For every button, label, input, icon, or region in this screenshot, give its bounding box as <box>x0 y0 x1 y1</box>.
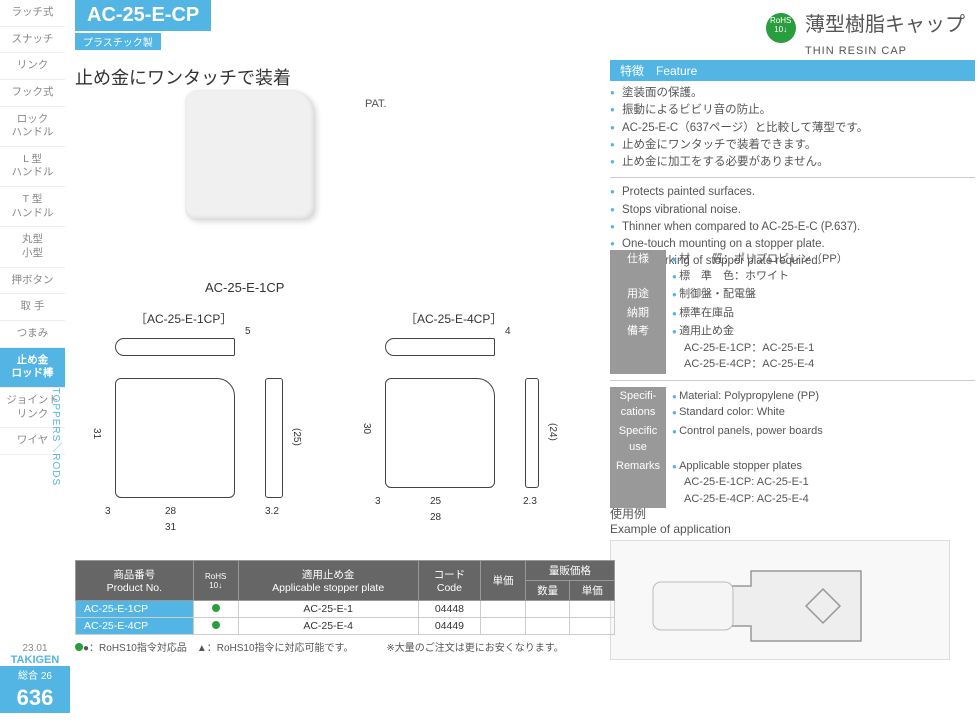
spec-row: Specifi- cationsMaterial: Polypropylene … <box>610 387 975 422</box>
cell-product-no: AC-25-E-1CP <box>76 601 194 618</box>
title-jp: 薄型樹脂キャップ <box>805 14 965 36</box>
table-row: AC-25-E-1CP AC-25-E-104448 <box>76 601 615 618</box>
spec-content: Applicable stopper platesAC-25-E-1CP: AC… <box>666 457 975 509</box>
sidebar-item[interactable]: リンク <box>0 53 65 80</box>
feature-item: Thinner when compared to AC-25-E-C (P.63… <box>610 219 975 236</box>
cell-rohs <box>193 601 238 618</box>
sidebar-item[interactable]: T 型 ハンドル <box>0 187 65 227</box>
example-label-jp: 使用例 <box>610 505 970 522</box>
sidebar: ラッチ式スナッチリンクフック式ロック ハンドルL 型 ハンドルT 型 ハンドル丸… <box>0 0 65 723</box>
example-image <box>610 540 950 660</box>
footer-category: 総合 26 <box>0 666 70 683</box>
cell-code: 04449 <box>418 618 481 635</box>
th-price: 単価 <box>481 561 526 601</box>
product-code-header: AC-25-E-CP <box>75 0 211 31</box>
drawing-2: 4 30 3 25 28 2.3 (24) <box>385 338 495 488</box>
table-note-1: ●：RoHS10指令対応品 ▲：RoHS10指令に対応可能です。 ※大量のご注文… <box>75 639 615 654</box>
cell-rohs <box>193 618 238 635</box>
th-rohs: RoHS 10↓ <box>193 561 238 601</box>
sidebar-item[interactable]: フック式 <box>0 80 65 107</box>
feature-item: 止め金に加工をする必要がありません。 <box>610 154 975 171</box>
drawings-section: ［AC-25-E-1CP］ ［AC-25-E-4CP］ 5 31 3 28 31… <box>75 310 595 550</box>
spec-content: 材 質：ポリプロピレン（PP）標 準 色：ホワイト <box>666 250 975 285</box>
drawing-label-1: ［AC-25-E-1CP］ <box>135 310 232 327</box>
cell-product-no: AC-25-E-4CP <box>76 618 194 635</box>
material-label: プラスチック製 <box>75 33 161 50</box>
table-row: AC-25-E-4CP AC-25-E-404449 <box>76 618 615 635</box>
spec-content: 制御盤・配電盤 <box>666 285 975 304</box>
example-section: 使用例 Example of application <box>610 505 970 660</box>
feature-item: 塗装面の保護。 <box>610 85 975 102</box>
footer-date: 23.01 <box>0 643 70 654</box>
feature-item: 止め金にワンタッチで装着できます。 <box>610 137 975 154</box>
spec-label: 用途 <box>610 285 666 304</box>
th-qty: 数量 <box>525 581 570 601</box>
sidebar-category-vertical: STOPPERS／RODS <box>48 380 63 486</box>
spec-row: 備考適用止め金AC-25-E-1CP：AC-25-E-1AC-25-E-4CP：… <box>610 322 975 374</box>
spec-content: 標準在庫品 <box>666 304 975 323</box>
spec-label: 仕様 <box>610 250 666 285</box>
feature-item: AC-25-E-C（637ページ）と比較して薄型です。 <box>610 120 975 137</box>
spec-section: 仕様材 質：ポリプロピレン（PP）標 準 色：ホワイト用途制御盤・配電盤納期標準… <box>610 250 975 508</box>
th-code: コード Code <box>418 561 481 601</box>
feature-item: 振動によるビビリ音の防止。 <box>610 102 975 119</box>
product-photo-label: AC-25-E-1CP <box>205 280 284 295</box>
title-en: THIN RESIN CAP <box>805 45 907 57</box>
rohs-badge: RoHS 10↓ <box>766 13 796 43</box>
th-bulk-price: 単価 <box>570 581 615 601</box>
spec-label: Remarks <box>610 457 666 509</box>
cell-plate: AC-25-E-4 <box>238 618 418 635</box>
page-footer: 23.01 TAKIGEN 総合 26 636 <box>0 643 70 713</box>
spec-label: Specifi- cations <box>610 387 666 422</box>
drawing-label-2: ［AC-25-E-4CP］ <box>405 310 502 327</box>
cell-bulk <box>570 601 615 618</box>
footer-brand: TAKIGEN <box>0 654 70 666</box>
feature-section: 特徴 Feature 塗装面の保護。振動によるビビリ音の防止。AC-25-E-C… <box>610 60 975 271</box>
sidebar-item[interactable]: 丸型 小型 <box>0 227 65 267</box>
product-photo <box>185 90 315 220</box>
footer-page-number: 636 <box>0 683 70 713</box>
sidebar-item[interactable]: L 型 ハンドル <box>0 147 65 187</box>
spec-content: Control panels, power boards <box>666 422 975 457</box>
spec-row: 納期標準在庫品 <box>610 304 975 323</box>
cell-code: 04448 <box>418 601 481 618</box>
spec-content: 適用止め金AC-25-E-1CP：AC-25-E-1AC-25-E-4CP：AC… <box>666 322 975 374</box>
cell-qty <box>525 601 570 618</box>
spec-row: Specific useControl panels, power boards <box>610 422 975 457</box>
spec-label: 納期 <box>610 304 666 323</box>
feature-header: 特徴 Feature <box>610 60 975 81</box>
feature-list-jp: 塗装面の保護。振動によるビビリ音の防止。AC-25-E-C（637ページ）と比較… <box>610 85 975 171</box>
cell-plate: AC-25-E-1 <box>238 601 418 618</box>
spec-label: 備考 <box>610 322 666 374</box>
cell-price <box>481 618 526 635</box>
spec-row: 用途制御盤・配電盤 <box>610 285 975 304</box>
cell-bulk <box>570 618 615 635</box>
product-table: 商品番号 Product No. RoHS 10↓ 適用止め金 Applicab… <box>75 560 615 654</box>
th-product-no: 商品番号 Product No. <box>76 561 194 601</box>
sidebar-item[interactable]: スナッチ <box>0 27 65 54</box>
spec-row: 仕様材 質：ポリプロピレン（PP）標 準 色：ホワイト <box>610 250 975 285</box>
title-right: RoHS 10↓ 薄型樹脂キャップ THIN RESIN CAP <box>766 8 965 57</box>
example-label-en: Example of application <box>610 522 970 536</box>
sidebar-item[interactable]: ロック ハンドル <box>0 107 65 147</box>
spec-label: Specific use <box>610 422 666 457</box>
th-plate: 適用止め金 Applicable stopper plate <box>238 561 418 601</box>
feature-item: Protects painted surfaces. <box>610 184 975 201</box>
th-bulk: 量販価格 <box>525 561 614 581</box>
sidebar-item[interactable]: ラッチ式 <box>0 0 65 27</box>
sidebar-item[interactable]: 押ボタン <box>0 268 65 295</box>
drawing-1: 5 31 3 28 31 3.2 (25) <box>115 338 235 498</box>
main-content: AC-25-E-CP プラスチック製 RoHS 10↓ 薄型樹脂キャップ THI… <box>75 0 975 90</box>
spec-row: RemarksApplicable stopper platesAC-25-E-… <box>610 457 975 509</box>
cell-price <box>481 601 526 618</box>
cell-qty <box>525 618 570 635</box>
sidebar-item[interactable]: つまみ <box>0 321 65 348</box>
sidebar-item[interactable]: 取 手 <box>0 294 65 321</box>
spec-content: Material: Polypropylene (PP)Standard col… <box>666 387 975 422</box>
feature-item: Stops vibrational noise. <box>610 202 975 219</box>
